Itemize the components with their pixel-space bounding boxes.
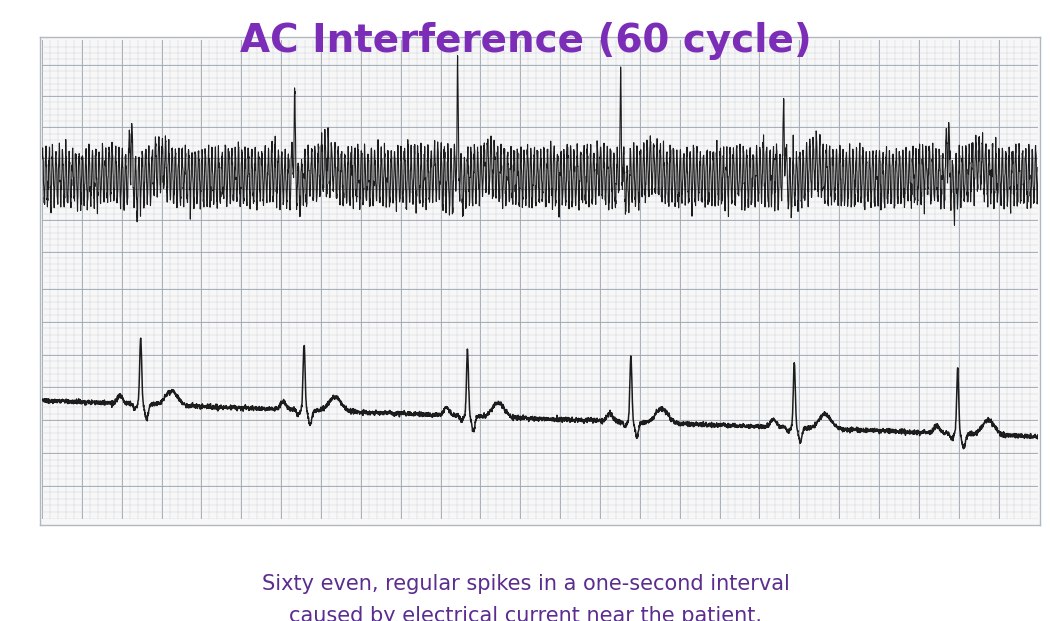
Text: AC Interference (60 cycle): AC Interference (60 cycle) (240, 22, 811, 60)
Text: Sixty even, regular spikes in a one-second interval
caused by electrical current: Sixty even, regular spikes in a one-seco… (262, 574, 789, 621)
